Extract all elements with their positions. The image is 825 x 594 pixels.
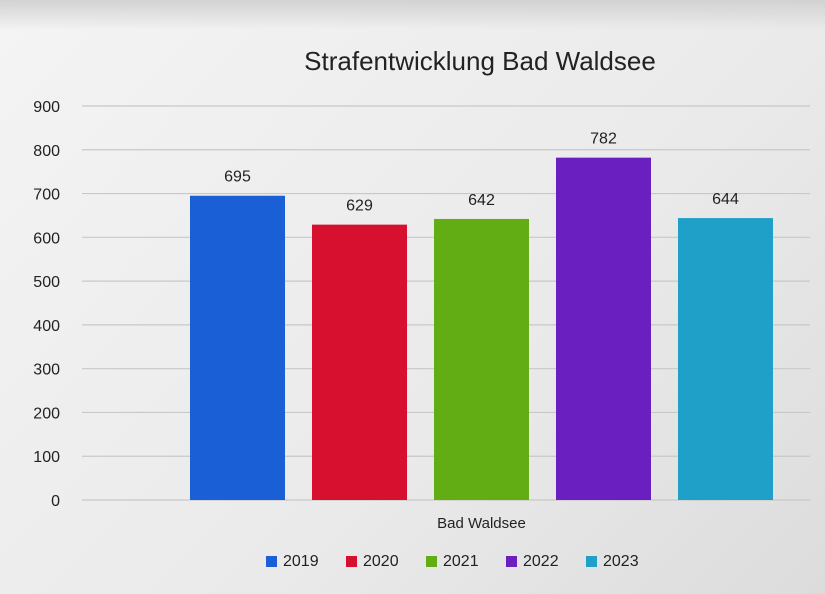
legend-swatch — [586, 556, 597, 567]
x-axis-category-labels: Bad Waldsee — [437, 515, 526, 532]
data-label-2019: 695 — [224, 169, 251, 186]
legend-swatch — [266, 556, 277, 567]
y-tick-label: 900 — [33, 99, 60, 116]
bar-2021 — [434, 218, 529, 501]
legend-label: 2023 — [603, 553, 639, 570]
category-label: Bad Waldsee — [437, 515, 526, 532]
legend-label: 2019 — [283, 553, 319, 570]
legend-swatch — [506, 556, 517, 567]
legend: 2019 2020 2021 2022 2023 — [266, 553, 639, 570]
y-tick-label: 700 — [33, 187, 60, 204]
bar-2023 — [678, 218, 773, 500]
y-tick-label: 100 — [33, 449, 60, 466]
legend-item-2023: 2023 — [586, 553, 639, 570]
y-tick-label: 400 — [33, 318, 60, 335]
y-tick-label: 500 — [33, 274, 60, 291]
legend-label: 2020 — [363, 553, 399, 570]
chart-title: Strafentwicklung Bad Waldsee — [304, 46, 656, 76]
y-tick-label: 800 — [33, 143, 60, 160]
bar-2022 — [556, 157, 651, 500]
y-tick-label: 600 — [33, 230, 60, 247]
legend-item-2022: 2022 — [506, 553, 559, 570]
bars — [190, 157, 773, 501]
legend-label: 2022 — [523, 553, 559, 570]
page-top-shade — [0, 0, 825, 30]
legend-swatch — [346, 556, 357, 567]
legend-item-2019: 2019 — [266, 553, 319, 570]
legend-item-2020: 2020 — [346, 553, 399, 570]
data-labels: 695 629 642 782 644 — [224, 131, 739, 215]
data-label-2021: 642 — [468, 192, 495, 209]
y-tick-label: 200 — [33, 405, 60, 422]
data-label-2023: 644 — [712, 191, 739, 208]
y-tick-label: 0 — [51, 493, 60, 510]
legend-label: 2021 — [443, 553, 479, 570]
y-axis-tick-labels: 0 100 200 300 400 500 600 700 800 900 — [33, 99, 60, 510]
data-label-2020: 629 — [346, 198, 373, 215]
legend-item-2021: 2021 — [426, 553, 479, 570]
y-tick-label: 300 — [33, 362, 60, 379]
bar-2019 — [190, 195, 285, 500]
legend-swatch — [426, 556, 437, 567]
data-label-2022: 782 — [590, 131, 617, 148]
bar-2020 — [312, 224, 407, 501]
